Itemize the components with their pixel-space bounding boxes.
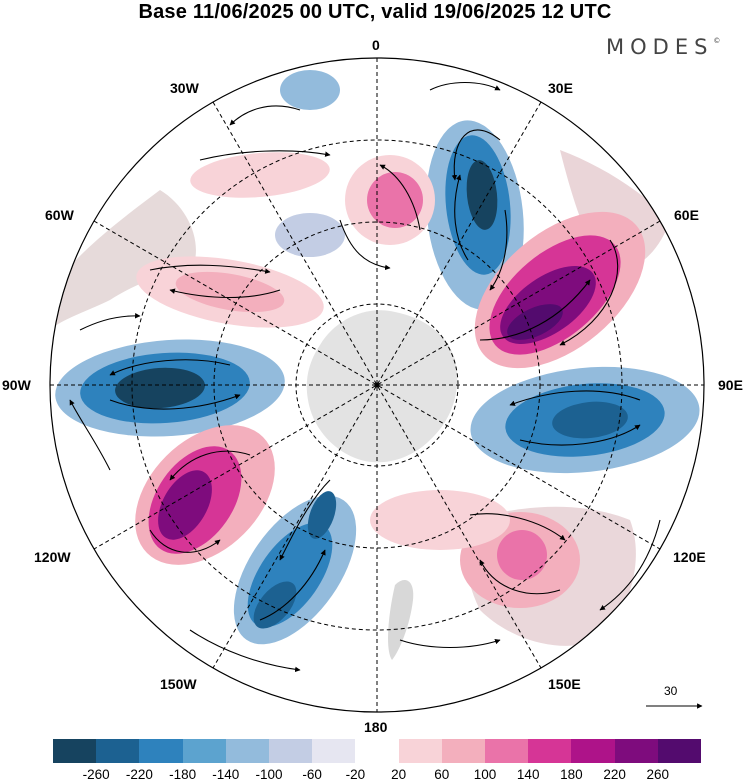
- lon-label-60w: 60W: [45, 207, 74, 223]
- colorbar-swatch: [571, 739, 615, 763]
- graticule: [50, 58, 704, 712]
- antarctica-landmass: [306, 310, 458, 463]
- colorbar-swatch: [614, 739, 658, 763]
- colorbar-swatch: [182, 739, 226, 763]
- colorbar-tick-label: -140: [212, 767, 240, 782]
- colorbar: [53, 739, 702, 763]
- lon-label-180: 180: [364, 719, 388, 735]
- anomaly-fields: [55, 70, 700, 645]
- lon-label-30e: 30E: [548, 80, 573, 96]
- colorbar-swatch: [225, 739, 270, 763]
- colorbar-swatch: [53, 739, 97, 763]
- colorbar-swatch: [528, 739, 572, 763]
- lon-label-30w: 30W: [170, 80, 199, 96]
- colorbar-tick-label: 260: [646, 767, 670, 782]
- colorbar-ticks: -260 -220 -180 -140 -100 -60 -20 20 60 100 140 180 2…: [0, 767, 750, 783]
- colorbar-tick-label: 180: [560, 767, 583, 782]
- colorbar-tick-label: -180: [169, 767, 197, 782]
- colorbar-tick-label: -220: [125, 767, 153, 782]
- modes-logo: MODES©: [606, 35, 721, 59]
- colorbar-swatch: [312, 739, 356, 763]
- colorbar-tick-label: 60: [434, 767, 450, 782]
- colorbar-swatch: [96, 739, 140, 763]
- colorbar-swatch: [657, 739, 702, 763]
- map-border: [49, 57, 705, 713]
- colorbar-swatch: [441, 739, 486, 763]
- colorbar-tick-label: -60: [302, 767, 322, 782]
- colorbar-tick-label: 100: [473, 767, 497, 782]
- lon-label-120w: 120W: [34, 549, 71, 565]
- reference-vector-label: 30: [664, 684, 678, 698]
- colorbar-tick-label: -100: [255, 767, 283, 782]
- colorbar-tick-label: 220: [603, 767, 626, 782]
- wind-vectors: [69, 82, 682, 673]
- lon-label-0: 0: [372, 37, 380, 53]
- south-america-landmass: [50, 190, 196, 330]
- colorbar-swatch: [398, 739, 442, 763]
- colorbar-tick-label: 140: [516, 767, 540, 782]
- lon-label-90e: 90E: [718, 377, 743, 393]
- lon-label-60e: 60E: [674, 207, 699, 223]
- colorbar-swatch: [139, 739, 183, 763]
- lon-label-150e: 150E: [548, 676, 581, 692]
- colorbar-tick-label: 20: [391, 767, 407, 782]
- lon-label-120e: 120E: [673, 549, 706, 565]
- colorbar-swatch: [485, 739, 529, 763]
- colorbar-tick-label: -260: [82, 767, 110, 782]
- colorbar-swatch: [269, 739, 313, 763]
- colorbar-tick-label: -20: [345, 767, 366, 782]
- map-title: Base 11/06/2025 00 UTC, valid 19/06/2025…: [138, 1, 612, 23]
- lon-label-150w: 150W: [160, 676, 197, 692]
- lon-label-90w: 90W: [2, 377, 31, 393]
- new-zealand-landmass: [388, 580, 414, 660]
- colorbar-swatch: [355, 739, 399, 763]
- pole-dot: [374, 382, 380, 388]
